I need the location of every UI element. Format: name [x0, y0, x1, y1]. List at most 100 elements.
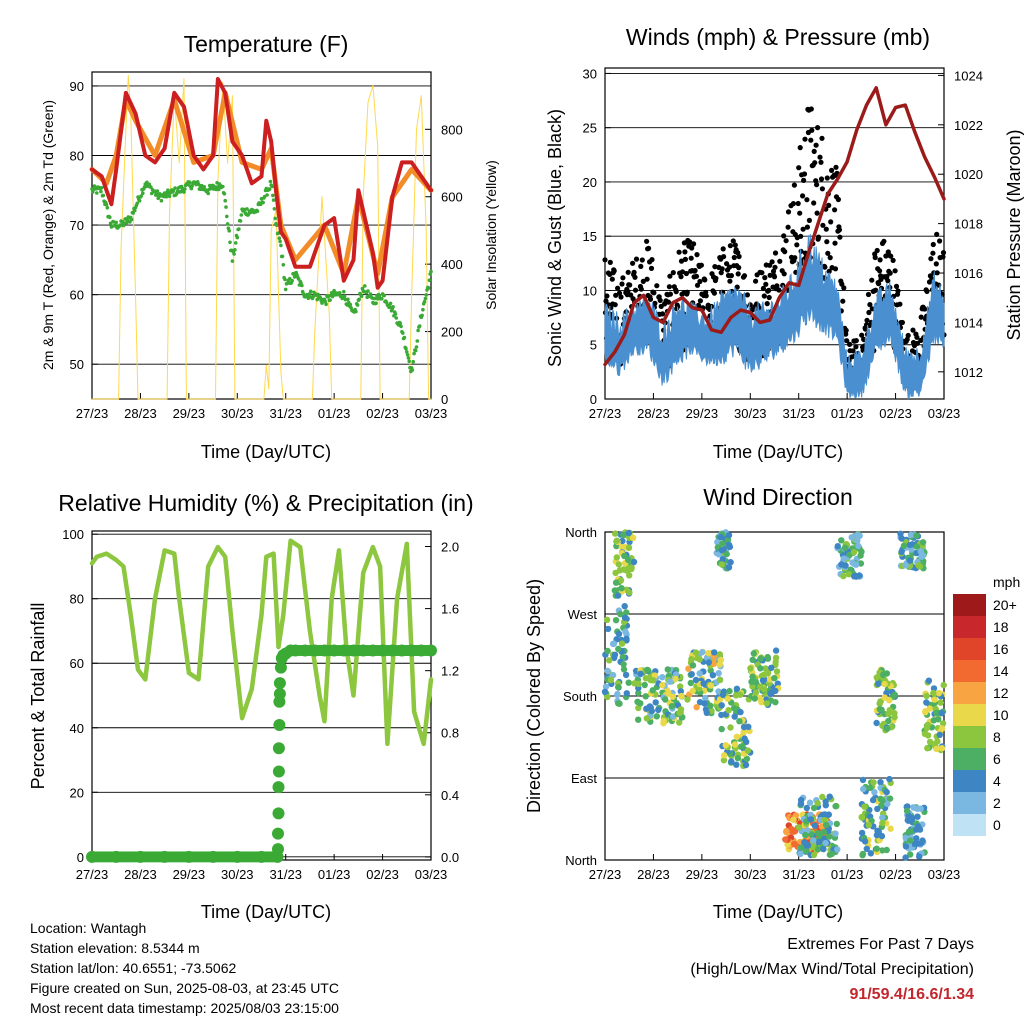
direction-point	[612, 530, 619, 537]
gust-point	[873, 287, 879, 293]
direction-point	[607, 676, 615, 684]
gust-point	[766, 287, 772, 293]
gust-point	[806, 217, 813, 223]
gust-point	[824, 239, 830, 245]
direction-point	[938, 725, 946, 732]
dewpoint-point	[154, 192, 159, 196]
gust-point	[678, 274, 684, 280]
direction-point	[620, 531, 627, 539]
gust-point	[811, 200, 817, 206]
precip-point	[275, 662, 287, 674]
gust-point	[832, 240, 838, 246]
direction-point	[934, 738, 941, 745]
direction-point	[913, 543, 921, 550]
precip-point	[273, 807, 284, 819]
y-tick-label: South	[563, 689, 597, 704]
dewpoint-point	[415, 339, 420, 343]
dewpoint-point	[414, 345, 419, 349]
gust-point	[694, 282, 701, 288]
direction-point	[902, 843, 910, 850]
direction-point	[700, 680, 707, 687]
dewpoint-point	[368, 292, 373, 296]
x-tick-label: 01/23	[318, 867, 351, 882]
gust-point	[823, 226, 829, 232]
direction-point	[923, 692, 930, 700]
direction-point	[751, 695, 758, 702]
dewpoint-point	[265, 193, 269, 197]
direction-point	[705, 659, 712, 666]
dewpoint-point	[155, 189, 160, 193]
direction-point	[821, 811, 829, 818]
dewpoint-point	[382, 293, 387, 298]
direction-point	[828, 850, 836, 858]
gust-point	[914, 334, 920, 340]
dewpoint-point	[99, 189, 103, 194]
direction-point	[611, 651, 619, 658]
dewpoint-point	[407, 359, 412, 364]
direction-point	[933, 745, 940, 753]
gust-point	[800, 193, 806, 199]
gust-point	[652, 300, 658, 306]
direction-point	[672, 675, 679, 683]
direction-point	[815, 830, 822, 837]
direction-point	[858, 813, 865, 821]
legend-swatch	[953, 704, 986, 726]
direction-point	[924, 721, 931, 729]
y2-tick-label: 1024	[954, 68, 983, 83]
direction-point	[768, 664, 775, 671]
gust-point	[684, 289, 690, 295]
direction-point	[629, 534, 637, 541]
direction-point	[701, 700, 708, 707]
direction-point	[876, 706, 883, 713]
humidity-precip-panel: Relative Humidity (%) & Precipitation (i…	[28, 490, 474, 922]
direction-point	[613, 554, 620, 561]
dewpoint-point	[141, 191, 145, 195]
direction-point	[736, 718, 743, 725]
dewpoint-point	[271, 198, 276, 202]
direction-point	[702, 694, 709, 702]
direction-point	[731, 741, 739, 748]
direction-point	[752, 689, 760, 696]
direction-point	[635, 689, 642, 697]
wind-direction-ylabel: Direction (Colored By Speed)	[524, 579, 544, 813]
gust-point	[813, 178, 819, 184]
direction-point	[709, 672, 717, 679]
gust-point	[853, 344, 859, 350]
gust-point	[818, 176, 825, 182]
dewpoint-point	[270, 184, 274, 189]
gust-point	[741, 273, 748, 279]
direction-point	[886, 697, 893, 704]
direction-point	[699, 649, 706, 656]
direction-point	[760, 671, 768, 678]
dewpoint-point	[318, 295, 323, 300]
direction-point	[620, 666, 628, 673]
legend-swatch	[953, 814, 986, 836]
dewpoint-point	[300, 283, 304, 288]
dewpoint-point	[95, 191, 99, 195]
dewpoint-point	[187, 180, 192, 184]
direction-point	[822, 798, 829, 805]
direction-point	[826, 793, 833, 800]
gust-point	[785, 209, 792, 215]
direction-point	[625, 544, 633, 551]
y-tick-label: 0	[590, 392, 597, 407]
direction-point	[886, 795, 894, 802]
direction-point	[859, 776, 867, 784]
dewpoint-point	[398, 321, 403, 326]
dewpoint-point	[173, 186, 177, 190]
gust-point	[619, 281, 625, 287]
direction-point	[840, 572, 847, 580]
precip-point	[273, 719, 286, 731]
winds-y2label: Station Pressure (Maroon)	[1004, 129, 1024, 340]
direction-point	[930, 689, 937, 697]
gust-point	[625, 288, 631, 294]
direction-point	[628, 565, 635, 573]
direction-point	[743, 755, 751, 762]
gust-point	[618, 294, 624, 300]
dewpoint-point	[273, 216, 278, 221]
x-tick-label: 31/23	[269, 406, 302, 421]
x-tick-label: 28/23	[637, 406, 670, 421]
gust-point	[827, 255, 833, 261]
direction-point	[935, 689, 943, 697]
direction-point	[857, 560, 865, 567]
